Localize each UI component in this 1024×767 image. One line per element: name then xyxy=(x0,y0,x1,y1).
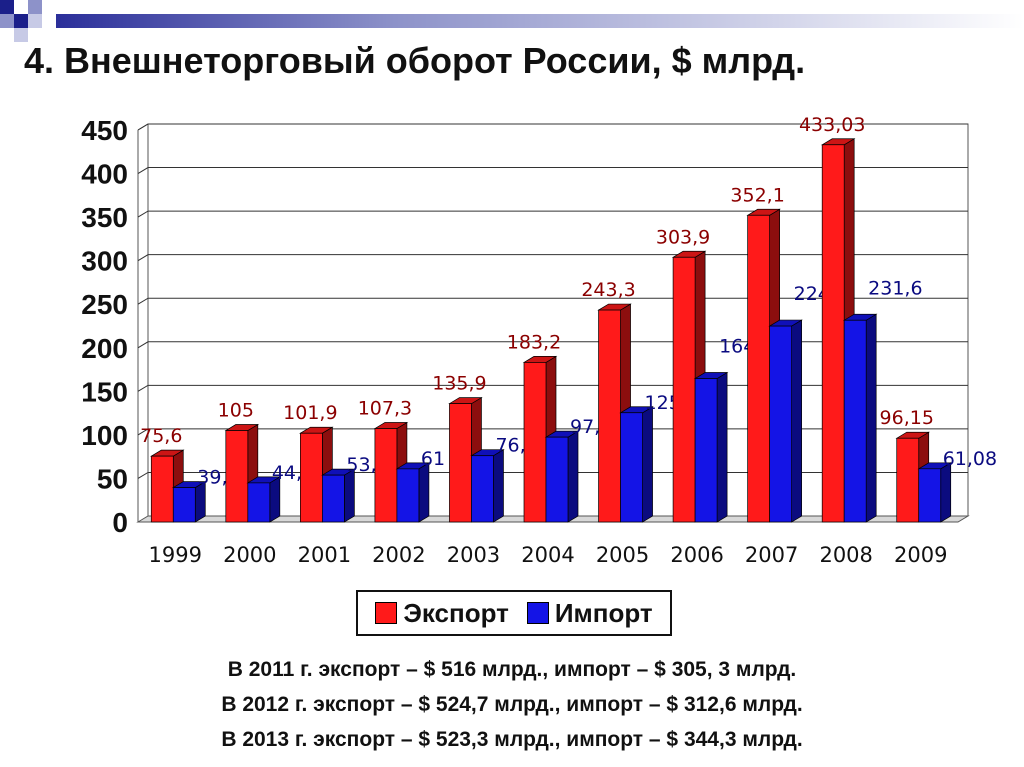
data-label-import: 61 xyxy=(421,448,445,470)
note-2012: В 2012 г. экспорт – $ 524,7 млрд., импор… xyxy=(221,693,803,716)
data-label-export: 96,15 xyxy=(880,407,934,429)
note-2013: В 2013 г. экспорт – $ 523,3 млрд., импор… xyxy=(221,728,803,751)
gridline xyxy=(137,123,968,131)
bar-import xyxy=(395,462,431,523)
x-tick-label: 2004 xyxy=(521,543,574,567)
legend-item-import: Импорт xyxy=(526,597,653,629)
y-tick-label: 0 xyxy=(112,507,128,538)
data-label-export: 135,9 xyxy=(432,373,486,395)
legend-label-import: Импорт xyxy=(554,597,653,628)
data-label-export: 75,6 xyxy=(140,425,182,447)
legend-swatch-export xyxy=(375,602,398,624)
x-tick-label: 2009 xyxy=(894,543,947,567)
data-label-export: 303,9 xyxy=(656,226,710,248)
bar-import xyxy=(544,430,580,523)
data-label-export: 107,3 xyxy=(358,398,412,420)
bar-import xyxy=(246,476,282,523)
data-label-import: 231,6 xyxy=(868,277,922,299)
x-tick-label: 2007 xyxy=(745,543,798,567)
legend-item-export: Экспорт xyxy=(375,598,509,629)
x-tick-label: 2000 xyxy=(223,543,276,567)
bar-import xyxy=(917,462,952,523)
x-tick-label: 2002 xyxy=(372,543,425,567)
x-tick-label: 2008 xyxy=(819,543,872,567)
note-2011: В 2011 г. экспорт – $ 516 млрд., импорт … xyxy=(227,658,797,681)
y-tick-label: 400 xyxy=(81,159,128,190)
bar-import xyxy=(470,449,505,523)
bar-import xyxy=(619,406,654,523)
bar-import xyxy=(768,319,803,523)
y-tick-label: 250 xyxy=(81,289,128,320)
y-tick-label: 450 xyxy=(81,115,128,146)
y-tick-label: 350 xyxy=(81,202,128,233)
data-label-export: 105 xyxy=(218,400,254,422)
data-label-export: 243,3 xyxy=(581,279,635,301)
x-tick-label: 2003 xyxy=(447,543,500,567)
data-label-export: 183,2 xyxy=(507,331,561,353)
legend-label-export: Экспорт xyxy=(403,597,509,628)
data-label-import: 61,08 xyxy=(943,448,997,470)
bar-import xyxy=(842,313,878,523)
legend-swatch-import xyxy=(526,602,549,624)
bar-export xyxy=(150,449,185,523)
y-tick-label: 150 xyxy=(81,376,128,407)
x-tick-label: 2006 xyxy=(670,543,723,567)
y-tick-label: 100 xyxy=(81,420,128,451)
notes: В 2011 г. экспорт – $ 516 млрд., импорт … xyxy=(0,652,1024,757)
data-label-export: 101,9 xyxy=(283,402,337,424)
x-tick-label: 1999 xyxy=(149,543,202,567)
y-tick-label: 50 xyxy=(97,463,128,494)
x-tick-label: 2005 xyxy=(596,543,649,567)
gridline xyxy=(137,210,968,218)
x-tick-label: 2001 xyxy=(298,543,351,567)
gridline xyxy=(137,167,968,174)
y-tick-label: 200 xyxy=(81,333,128,364)
chart-legend: Экспорт Импорт xyxy=(356,590,672,636)
data-label-export: 433,03 xyxy=(799,114,865,136)
bar-import xyxy=(321,468,356,523)
slide-title: 4. Внешнеторговый оборот России, $ млрд. xyxy=(24,40,806,81)
y-tick-label: 300 xyxy=(81,246,128,277)
bar-import xyxy=(172,480,207,523)
bar-chart: 05010015020025030035040045075,639,519991… xyxy=(81,114,997,567)
bar-import xyxy=(693,371,729,523)
data-label-export: 352,1 xyxy=(730,184,784,206)
